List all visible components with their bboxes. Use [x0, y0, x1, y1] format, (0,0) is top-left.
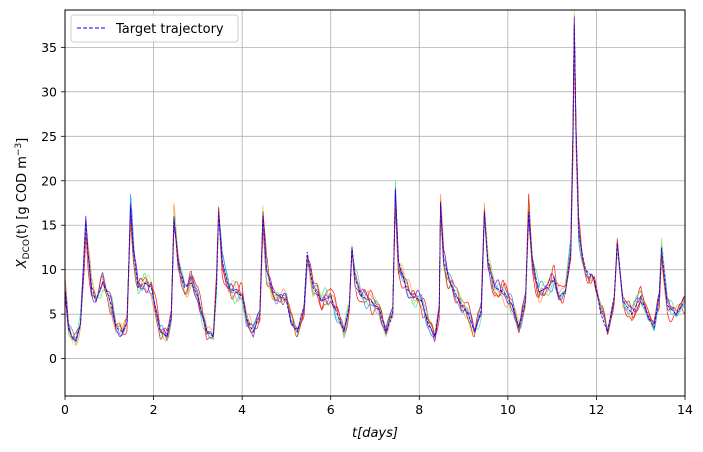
- series-line-6: [65, 16, 685, 343]
- x-tick-label: 2: [150, 402, 158, 417]
- legend-label-target: Target trajectory: [115, 22, 224, 37]
- y-axis-label: XDCO(t) [g COD m−3]: [14, 138, 32, 270]
- series-line-7: [65, 23, 685, 341]
- y-tick-label: 20: [41, 173, 57, 188]
- x-tick-label: 0: [61, 402, 69, 417]
- x-ticks: 0 2 4 6 8 10 12 14: [61, 396, 693, 417]
- plot-background: [65, 10, 685, 396]
- x-tick-label: 8: [415, 402, 423, 417]
- x-tick-label: 6: [327, 402, 335, 417]
- x-tick-label: 10: [500, 402, 516, 417]
- x-tick-label: 12: [588, 402, 604, 417]
- target-layer: [65, 25, 685, 342]
- x-tick-label: 4: [238, 402, 246, 417]
- y-tick-label: 30: [41, 84, 57, 99]
- y-tick-label: 35: [41, 40, 57, 55]
- y-tick-label: 5: [49, 307, 57, 322]
- legend-box: [70, 14, 239, 43]
- plot-frame: [64, 9, 686, 397]
- x-axis-label: t[days]: [352, 426, 398, 441]
- y-tick-label: 0: [49, 351, 57, 366]
- x-tick-label: 14: [677, 402, 693, 417]
- target-trajectory-line: [65, 25, 685, 342]
- grid: [64, 10, 686, 396]
- y-tick-label: 25: [41, 129, 57, 144]
- y-ticks: 0 5 10 15 20 25 30 35: [41, 40, 65, 366]
- legend: Target trajectory: [70, 14, 239, 43]
- y-tick-label: 15: [41, 218, 57, 233]
- y-tick-label: 10: [41, 262, 57, 277]
